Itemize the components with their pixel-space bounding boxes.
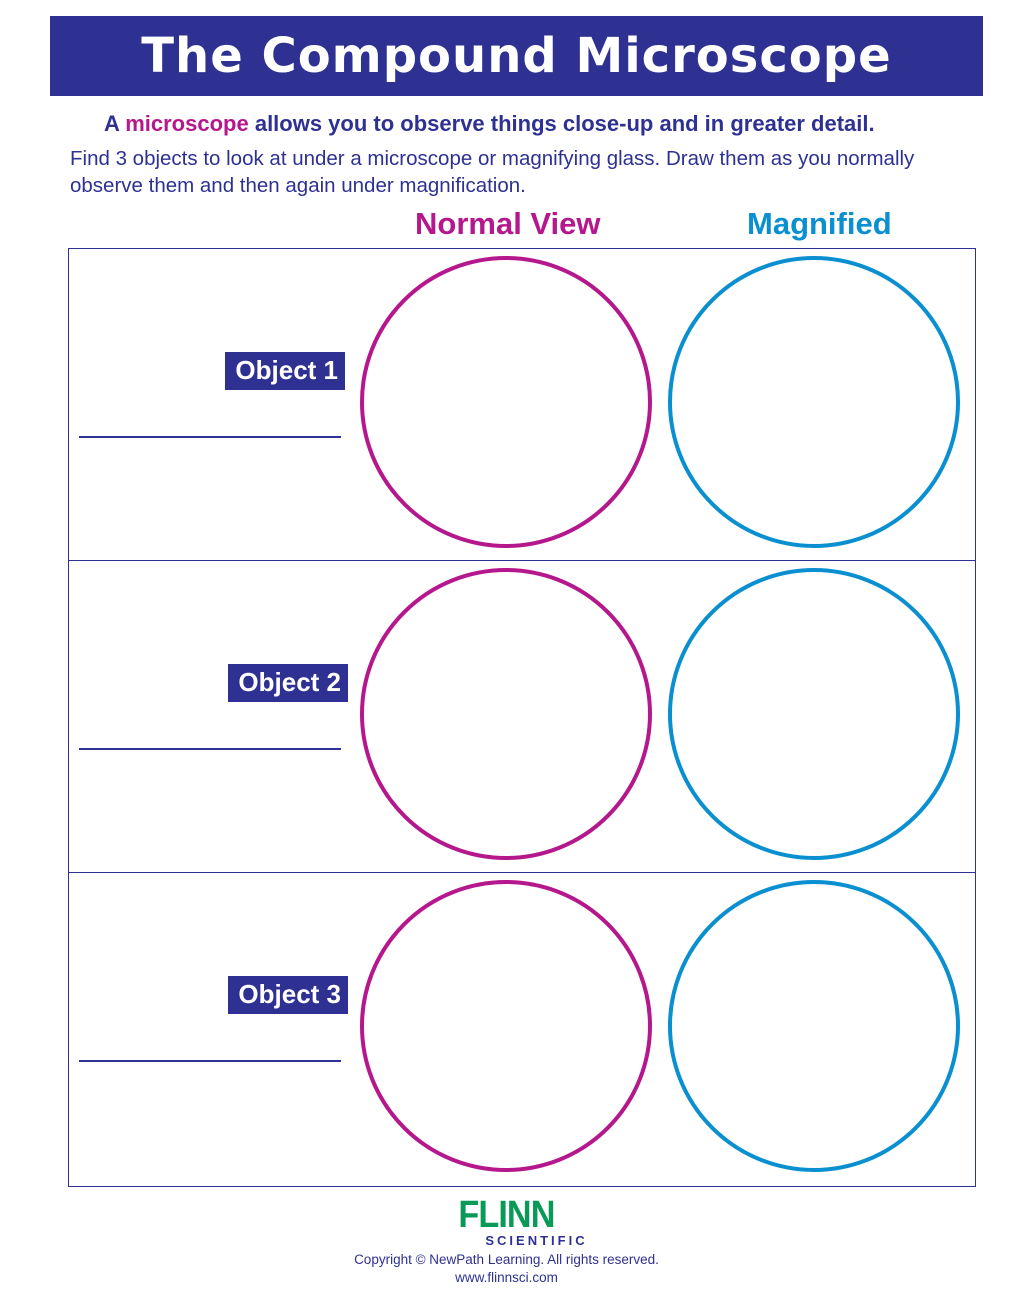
instructions: Find 3 objects to look at under a micros…	[70, 147, 915, 197]
name-write-line[interactable]	[79, 748, 341, 750]
magnified-view-circle[interactable]	[668, 880, 960, 1172]
magnified-view-circle[interactable]	[668, 568, 960, 860]
object-row: Object 1	[69, 249, 975, 561]
object-label: Object 1	[225, 352, 345, 390]
object-label: Object 2	[228, 664, 348, 702]
normal-view-circle[interactable]	[360, 256, 652, 548]
magnified-view-circle[interactable]	[668, 256, 960, 548]
logo-main: FLINN	[458, 1194, 555, 1236]
lead-highlight: microscope	[125, 111, 249, 136]
column-header-normal: Normal View	[415, 206, 601, 241]
normal-view-circle[interactable]	[360, 880, 652, 1172]
logo-sub: SCIENTIFIC	[485, 1233, 588, 1248]
object-row: Object 2	[69, 561, 975, 873]
lead-suffix: allows you to observe things close-up an…	[254, 111, 875, 136]
name-write-line[interactable]	[79, 436, 341, 438]
drawing-grid: Object 1 Object 2 Object 3	[68, 248, 976, 1187]
copyright: Copyright © NewPath Learning. All rights…	[354, 1252, 659, 1267]
name-write-line[interactable]	[79, 1060, 341, 1062]
page-title: The Compound Microscope	[141, 28, 892, 84]
website-link[interactable]: www.flinnsci.com	[455, 1270, 558, 1285]
flinn-logo: FLINN SCIENTIFIC	[0, 1196, 1013, 1248]
object-row: Object 3	[69, 873, 975, 1186]
lead-sentence: A microscope allows you to observe thing…	[104, 111, 875, 137]
lead-prefix: A	[104, 111, 120, 136]
normal-view-circle[interactable]	[360, 568, 652, 860]
title-banner: The Compound Microscope	[50, 16, 983, 96]
object-label: Object 3	[228, 976, 348, 1014]
column-header-magnified: Magnified	[747, 206, 892, 241]
